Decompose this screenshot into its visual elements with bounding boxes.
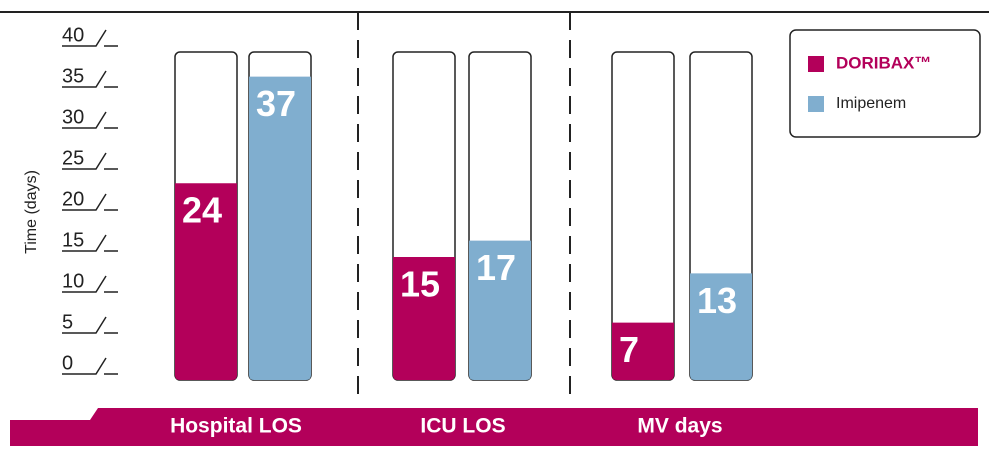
value-label: 15 — [400, 264, 440, 305]
y-tick-label: 40 — [62, 24, 84, 46]
y-tick-label: 0 — [62, 352, 73, 374]
y-tick-label: 35 — [62, 65, 84, 87]
legend-box — [789, 29, 981, 138]
tick-mark — [62, 29, 118, 47]
value-label: 7 — [619, 329, 639, 370]
y-tick-label: 5 — [62, 311, 73, 333]
legend-label: Imipenem — [836, 95, 906, 112]
tick-mark — [62, 357, 118, 375]
y-tick-label: 25 — [62, 147, 84, 169]
tick-mark — [62, 193, 118, 211]
bar — [393, 257, 455, 380]
legend-swatch — [808, 96, 824, 112]
bar — [690, 273, 752, 380]
y-tick-label: 30 — [62, 106, 84, 128]
legend-swatch — [808, 56, 824, 72]
tick-mark — [62, 70, 118, 88]
tick-mark — [62, 152, 118, 170]
bar — [175, 183, 237, 380]
legend-label: DORIBAX™ — [836, 53, 931, 72]
value-label: 37 — [256, 83, 296, 124]
category-label: MV days — [637, 415, 722, 438]
value-label: 24 — [182, 190, 222, 231]
y-tick-label: 15 — [62, 229, 84, 251]
tick-mark — [62, 316, 118, 334]
value-label: 17 — [476, 247, 516, 288]
value-label: 13 — [697, 280, 737, 321]
bar — [612, 322, 674, 380]
bar — [469, 240, 531, 380]
bar — [249, 76, 311, 380]
y-tick-label: 20 — [62, 188, 84, 210]
tick-mark — [62, 234, 118, 252]
y-axis-label: Time (days) — [23, 170, 40, 254]
category-label: Hospital LOS — [170, 415, 302, 438]
category-band — [10, 408, 978, 446]
category-label: ICU LOS — [420, 415, 505, 438]
tick-mark — [62, 275, 118, 293]
y-tick-label: 10 — [62, 270, 84, 292]
tick-mark — [62, 111, 118, 129]
